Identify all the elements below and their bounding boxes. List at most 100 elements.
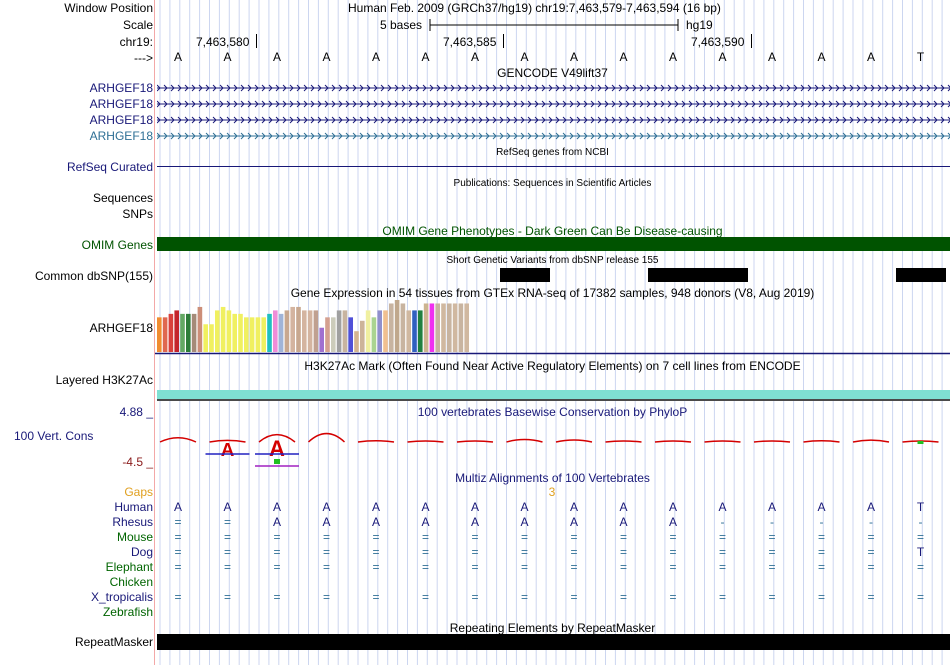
multiz-species-label[interactable]: Mouse [116,530,153,544]
gtex-tissue-bar [180,313,185,352]
base-letter: A [272,50,281,64]
gencode-gene-label[interactable]: ARHGEF18 [89,81,153,95]
base-letter: A [767,50,776,64]
gtex-tissue-bar [267,313,272,352]
gtex-expression-chart[interactable] [155,298,950,356]
gtex-tissue-bar [168,313,174,352]
multiz-species-label[interactable]: Chicken [109,575,153,589]
gtex-tissue-bar [406,310,411,352]
multiz-base: A [173,500,182,514]
refseq-gene-line[interactable] [157,166,950,167]
conservation-arc [209,439,246,443]
gtex-tissue-bar [313,310,319,352]
multiz-base: = [570,590,578,604]
multiz-base: = [174,530,182,544]
multiz-base: A [322,515,331,529]
multiz-species-label[interactable]: Elephant [105,560,153,574]
dbsnp-variant-bar[interactable] [499,268,550,282]
omim-gene-bar[interactable] [157,237,950,251]
h3k27ac-signal[interactable] [157,390,950,399]
multiz-base: A [668,500,677,514]
scale-db: hg19 [686,18,713,32]
gencode-transcripts[interactable] [155,80,950,144]
multiz-base: A [470,500,479,514]
multiz-base: - [770,515,774,529]
multiz-base: - [819,515,824,529]
multiz-base: A [371,500,380,514]
dbsnp-label[interactable]: Common dbSNP(155) [34,269,153,283]
dbsnp-variant-bar[interactable] [895,268,946,282]
gtex-tissue-bar [186,313,191,352]
multiz-base: T [916,545,925,559]
multiz-base: = [669,530,677,544]
gtex-tissue-bar [220,306,226,352]
conservation-logo-mark [917,441,924,444]
gencode-gene-label[interactable]: ARHGEF18 [89,129,153,143]
multiz-base: = [471,530,479,544]
h3k27ac-label[interactable]: Layered H3K27Ac [55,373,153,387]
conservation-arc [753,440,791,443]
multiz-base: = [718,590,726,604]
multiz-base: = [817,560,825,574]
multiz-track-title[interactable]: Multiz Alignments of 100 Vertebrates [455,471,650,485]
multiz-base: = [520,545,528,559]
tick-mark-2 [503,34,504,48]
multiz-base: = [619,530,627,544]
gtex-tissue-bar [423,303,429,352]
window-position-value[interactable]: Human Feb. 2009 (GRCh37/hg19) chr19:7,46… [348,1,721,15]
publications-track-title[interactable]: Publications: Sequences in Scientific Ar… [453,178,652,189]
refseq-track-title[interactable]: RefSeq genes from NCBI [496,147,609,158]
gtex-tissue-bar [249,317,255,352]
publications-label[interactable]: Sequences [92,191,153,205]
conservation-logo-mark [274,459,280,464]
gtex-tissue-bar [412,310,417,352]
conservation-logo-letter: A [269,436,285,461]
multiz-base: = [273,560,281,574]
refseq-label[interactable]: RefSeq Curated [66,160,153,174]
gaps-label[interactable]: Gaps [124,485,153,499]
omim-label[interactable]: OMIM Genes [81,238,153,252]
gtex-tissue-bar [244,317,249,352]
repeatmasker-label[interactable]: RepeatMasker [74,635,153,649]
gtex-track-title[interactable]: Gene Expression in 54 tissues from GTEx … [290,286,815,300]
gencode-gene-label[interactable]: ARHGEF18 [89,97,153,111]
gtex-tissue-bar [191,313,197,352]
multiz-species-label[interactable]: Human [114,500,153,514]
base-letter: A [619,50,628,64]
gtex-tissue-bar [238,313,243,352]
cons-label[interactable]: 100 Vert. Cons [14,429,94,443]
gtex-tissue-bar [331,317,336,352]
multiz-species-label[interactable]: Zebrafish [102,605,153,619]
multiz-species-label[interactable]: Rhesus [112,515,153,529]
multiz-base: = [867,590,875,604]
gtex-tissue-bar [377,310,382,352]
multiz-base: = [669,560,677,574]
h3k27ac-track-title[interactable]: H3K27Ac Mark (Often Found Near Active Re… [304,359,801,373]
conservation-logo-letter: A [221,439,235,460]
multiz-species-label[interactable]: X_tropicalis [90,590,153,604]
repeatmasker-track-title[interactable]: Repeating Elements by RepeatMasker [449,621,656,635]
gtex-tissue-bar [452,303,458,352]
conservation-arc [506,438,543,443]
multiz-base: A [718,500,727,514]
multiz-base: = [421,590,429,604]
gtex-tissue-bar [464,303,469,352]
gtex-gene-label[interactable]: ARHGEF18 [89,321,153,335]
dbsnp-variant-bar[interactable] [673,268,723,282]
repeatmasker-element[interactable] [157,634,950,650]
dbsnp-track-title[interactable]: Short Genetic Variants from dbSNP releas… [446,255,659,266]
multiz-base: = [372,590,380,604]
multiz-base: = [372,545,380,559]
cons-track-title[interactable]: 100 vertebrates Basewise Conservation by… [417,405,688,419]
multiz-species-label[interactable]: Dog [130,545,153,559]
gencode-gene-label[interactable]: ARHGEF18 [89,113,153,127]
gencode-track-title[interactable]: GENCODE V49lift37 [497,66,608,80]
omim-track-title[interactable]: OMIM Gene Phenotypes - Dark Green Can Be… [382,224,723,238]
base-letter: A [668,50,677,64]
multiz-base: = [421,560,429,574]
tick-label-3: 7,463,590 [691,35,745,49]
multiz-base: = [768,530,776,544]
snps-label[interactable]: SNPs [122,207,153,221]
multiz-base: = [322,545,330,559]
